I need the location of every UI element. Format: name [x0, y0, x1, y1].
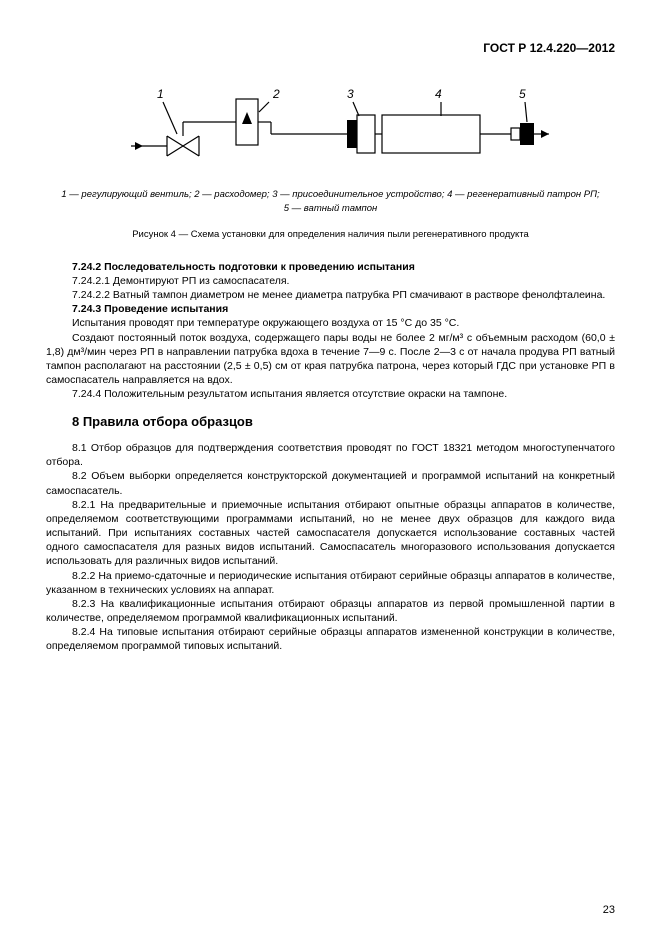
p-8-2: 8.2 Объем выборки определяется конструкт… [46, 469, 615, 497]
page-number: 23 [603, 903, 615, 918]
p-7-24-3-l2: Создают постоянный поток воздуха, содерж… [46, 331, 615, 388]
p-7-24-3-l1: Испытания проводят при температуре окруж… [46, 316, 615, 330]
p-8-2-1: 8.2.1 На предварительные и приемочные ис… [46, 498, 615, 569]
svg-text:4: 4 [435, 87, 442, 101]
figure-4-schematic: 1 2 3 4 5 [46, 74, 615, 178]
figure-4-legend-line2: 5 — ватный тампон [284, 203, 378, 214]
svg-text:3: 3 [347, 87, 354, 101]
figure-4-title: Рисунок 4 — Схема установки для определе… [46, 229, 615, 242]
svg-text:5: 5 [519, 87, 526, 101]
p-8-2-4: 8.2.4 На типовые испытания отбирают сери… [46, 625, 615, 653]
figure-4-legend: 1 — регулирующий вентиль; 2 — расходомер… [46, 188, 615, 215]
p-7-24-3-head: 7.24.3 Проведение испытания [46, 302, 615, 316]
document-id: ГОСТ Р 12.4.220—2012 [46, 40, 615, 56]
svg-text:1: 1 [157, 87, 164, 101]
p-8-1: 8.1 Отбор образцов для подтверждения соо… [46, 441, 615, 469]
p-7-24-2-head: 7.24.2 Последовательность подготовки к п… [46, 260, 615, 274]
heading-8: 8 Правила отбора образцов [72, 413, 615, 431]
p-7-24-2-1: 7.24.2.1 Демонтируют РП из самоспасателя… [46, 274, 615, 288]
p-8-2-3: 8.2.3 На квалификационные испытания отби… [46, 597, 615, 625]
p-7-24-2-2: 7.24.2.2 Ватный тампон диаметром не мене… [46, 288, 615, 302]
p-8-2-2: 8.2.2 На приемо-сдаточные и периодически… [46, 569, 615, 597]
figure-4-legend-line1: 1 — регулирующий вентиль; 2 — расходомер… [61, 189, 599, 200]
svg-text:2: 2 [272, 87, 280, 101]
p-7-24-4: 7.24.4 Положительным результатом испытан… [46, 387, 615, 401]
